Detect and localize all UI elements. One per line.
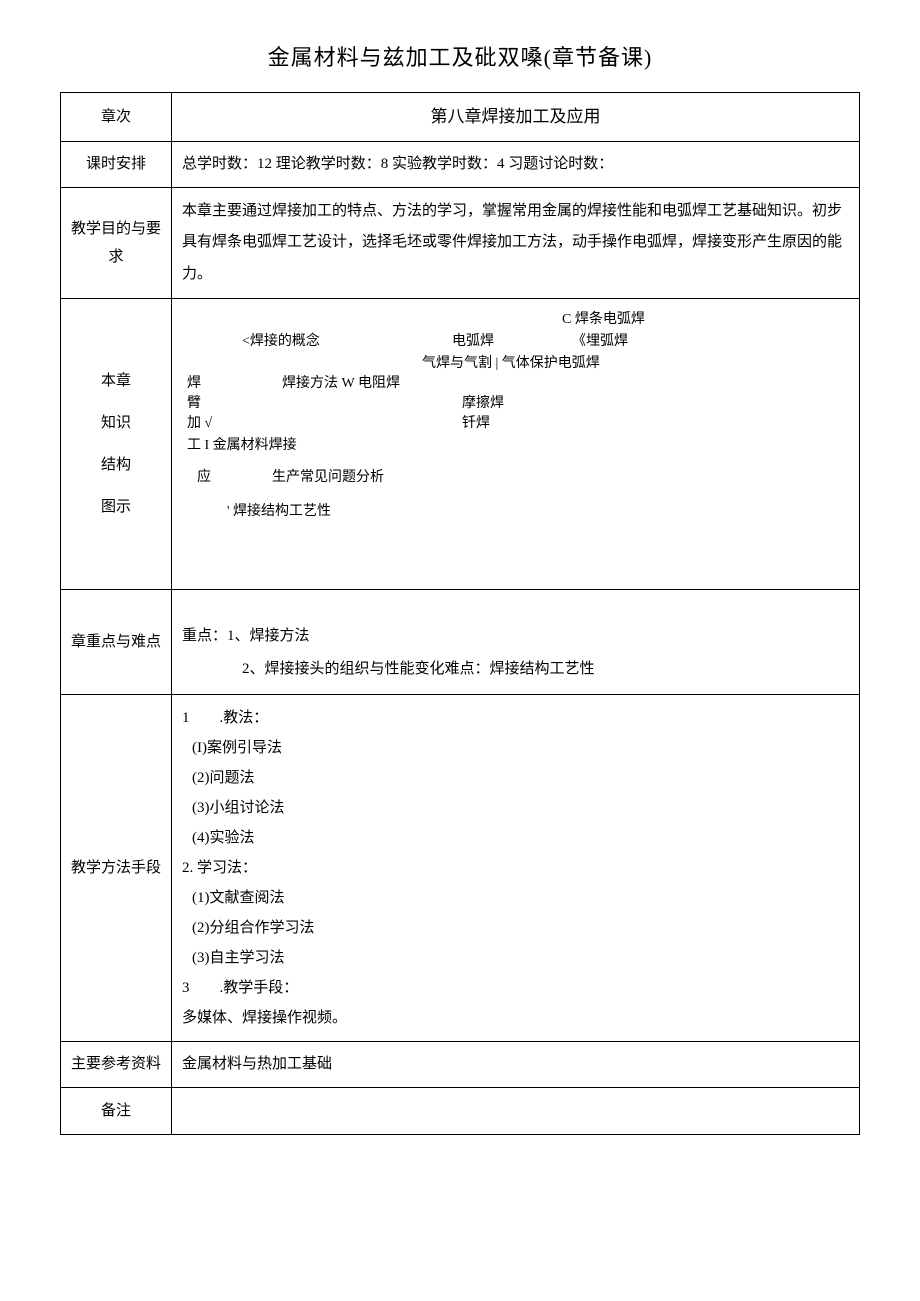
hours-label: 课时安排 <box>61 142 172 188</box>
diagram-node: 工 I 金属材料焊接 <box>187 433 297 460</box>
keypoints-value: 重点：1、焊接方法 2、焊接接头的组织与性能变化难点：焊接结构工艺性 <box>172 590 860 695</box>
hours-value: 总学时数：12 理论教学时数：8 实验教学时数：4 习题讨论时数： <box>172 142 860 188</box>
keypoints-label: 章重点与难点 <box>61 590 172 695</box>
keypoints-line: 2、焊接接头的组织与性能变化难点：焊接结构工艺性 <box>182 653 849 686</box>
methods-line: (2)分组合作学习法 <box>182 913 849 943</box>
chapter-label: 章次 <box>61 93 172 142</box>
references-label: 主要参考资料 <box>61 1042 172 1088</box>
diagram-node: 钎焊 <box>462 411 490 438</box>
keypoints-line: 重点：1、焊接方法 <box>182 620 849 653</box>
objective-value: 本章主要通过焊接加工的特点、方法的学习，掌握常用金属的焊接性能和电弧焊工艺基础知… <box>172 187 860 299</box>
methods-line: (I)案例引导法 <box>182 733 849 763</box>
diagram-node: 焊接方法 W 电阻焊 <box>282 371 400 398</box>
diagram-node: ' 焊接结构工艺性 <box>227 499 331 526</box>
notes-label: 备注 <box>61 1087 172 1134</box>
table-row: 主要参考资料 金属材料与热加工基础 <box>61 1042 860 1088</box>
methods-line: 3 .教学手段： <box>182 973 849 1003</box>
diagram-node: 生产常见问题分析 <box>272 465 384 492</box>
methods-line: (4)实验法 <box>182 823 849 853</box>
methods-line: (3)小组讨论法 <box>182 793 849 823</box>
diagram-node: <焊接的概念 <box>242 329 320 356</box>
page-title: 金属材料与兹加工及砒双嗓(章节备课) <box>60 40 860 72</box>
table-row: 章重点与难点 重点：1、焊接方法 2、焊接接头的组织与性能变化难点：焊接结构工艺… <box>61 590 860 695</box>
methods-line: (3)自主学习法 <box>182 943 849 973</box>
methods-line: 多媒体、焊接操作视频。 <box>182 1003 849 1033</box>
objective-label: 教学目的与要求 <box>61 187 172 299</box>
methods-line: (2)问题法 <box>182 763 849 793</box>
lesson-plan-table: 章次 第八章焊接加工及应用 课时安排 总学时数：12 理论教学时数：8 实验教学… <box>60 92 860 1135</box>
table-row: 课时安排 总学时数：12 理论教学时数：8 实验教学时数：4 习题讨论时数： <box>61 142 860 188</box>
methods-line: 1 .教法： <box>182 703 849 733</box>
table-row: 章次 第八章焊接加工及应用 <box>61 93 860 142</box>
diagram-node: 应 <box>197 465 211 492</box>
methods-line: (1)文献查阅法 <box>182 883 849 913</box>
diagram-label-line: 本章 <box>71 360 161 402</box>
table-row: 本章 知识 结构 图示 C 焊条电弧焊 <焊接的概念 电弧焊 《埋弧焊 气焊与气… <box>61 299 860 590</box>
diagram-label: 本章 知识 结构 图示 <box>61 299 172 590</box>
knowledge-diagram: C 焊条电弧焊 <焊接的概念 电弧焊 《埋弧焊 气焊与气割 | 气体保护电弧焊 … <box>172 299 860 590</box>
table-row: 教学方法手段 1 .教法： (I)案例引导法 (2)问题法 (3)小组讨论法 (… <box>61 695 860 1042</box>
methods-value: 1 .教法： (I)案例引导法 (2)问题法 (3)小组讨论法 (4)实验法 2… <box>172 695 860 1042</box>
table-row: 教学目的与要求 本章主要通过焊接加工的特点、方法的学习，掌握常用金属的焊接性能和… <box>61 187 860 299</box>
table-row: 备注 <box>61 1087 860 1134</box>
methods-line: 2. 学习法： <box>182 853 849 883</box>
chapter-value: 第八章焊接加工及应用 <box>172 93 860 142</box>
diagram-label-line: 知识 <box>71 402 161 444</box>
notes-value <box>172 1087 860 1134</box>
diagram-label-line: 图示 <box>71 486 161 528</box>
references-value: 金属材料与热加工基础 <box>172 1042 860 1088</box>
methods-label: 教学方法手段 <box>61 695 172 1042</box>
diagram-node: 气焊与气割 | 气体保护电弧焊 <box>422 351 600 378</box>
diagram-label-line: 结构 <box>71 444 161 486</box>
